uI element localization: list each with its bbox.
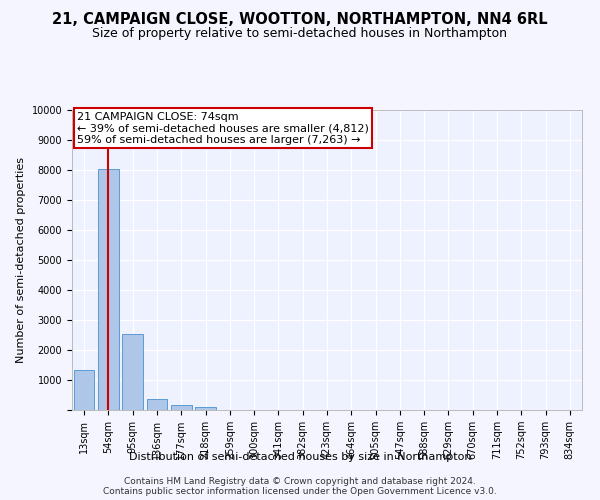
Bar (195, 407, 216, 410)
Bar (122, 334, 143, 410)
Text: 21 CAMPAIGN CLOSE: 74sqm
← 39% of semi-detached houses are smaller (4,812)
59% o: 21 CAMPAIGN CLOSE: 74sqm ← 39% of semi-d… (77, 112, 369, 144)
Bar (98, 170, 119, 410)
Y-axis label: Number of semi-detached properties: Number of semi-detached properties (16, 157, 26, 363)
Text: Contains public sector information licensed under the Open Government Licence v3: Contains public sector information licen… (103, 486, 497, 496)
Bar (171, 406, 191, 410)
Text: 21, CAMPAIGN CLOSE, WOOTTON, NORTHAMPTON, NN4 6RL: 21, CAMPAIGN CLOSE, WOOTTON, NORTHAMPTON… (52, 12, 548, 28)
Text: Contains HM Land Registry data © Crown copyright and database right 2024.: Contains HM Land Registry data © Crown c… (124, 476, 476, 486)
Text: Distribution of semi-detached houses by size in Northampton: Distribution of semi-detached houses by … (129, 452, 471, 462)
Bar (146, 398, 167, 410)
Bar (74, 370, 94, 410)
Text: Size of property relative to semi-detached houses in Northampton: Size of property relative to semi-detach… (92, 28, 508, 40)
